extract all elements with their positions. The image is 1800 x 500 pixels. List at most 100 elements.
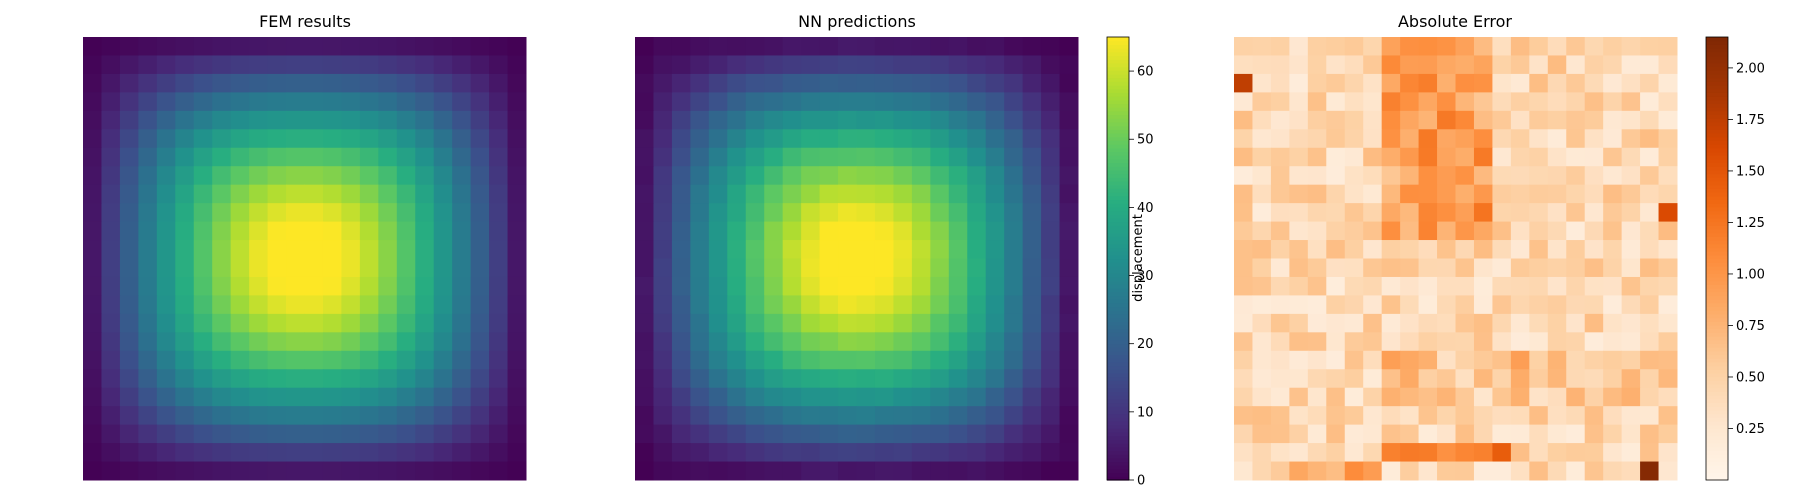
fem-cell (470, 166, 490, 186)
nn-cell (948, 203, 968, 223)
fem-cell (175, 295, 195, 315)
nn-cell (727, 443, 747, 463)
error-cell (1363, 166, 1383, 186)
nn-cell (801, 332, 821, 352)
error-cell (1492, 443, 1512, 463)
nn-cell (1004, 276, 1024, 296)
fem-cell (396, 129, 416, 149)
nn-cell (764, 37, 784, 56)
nn-cell (1059, 369, 1079, 389)
error-cell (1400, 258, 1420, 278)
nn-cell (801, 387, 821, 407)
fem-cell (101, 461, 121, 481)
nn-cell (690, 258, 710, 278)
error-cell (1492, 332, 1512, 352)
error-cell (1363, 461, 1383, 481)
error-cell (1418, 147, 1438, 167)
error-colorbar-band (1706, 121, 1728, 127)
nn-cell (893, 443, 913, 463)
nn-cell (1022, 73, 1042, 93)
nn-cell (874, 55, 894, 75)
nn-cell (653, 350, 673, 370)
error-cell (1270, 295, 1290, 315)
displacement-colorbar-tick-label: 50 (1137, 133, 1154, 148)
error-colorbar-band (1706, 129, 1728, 134)
error-cell (1418, 406, 1438, 426)
fem-cell (359, 369, 379, 389)
fem-cell (341, 166, 361, 186)
error-cell (1584, 37, 1604, 56)
error-cell (1473, 443, 1493, 463)
error-cell (1473, 37, 1493, 56)
nn-cell (671, 406, 691, 426)
error-cell (1621, 369, 1641, 389)
error-cell (1289, 129, 1309, 149)
error-cell (1603, 406, 1623, 426)
fem-cell (101, 276, 121, 296)
error-colorbar-tick-label: 1.00 (1736, 267, 1765, 282)
fem-cell (304, 276, 324, 296)
nn-cell (671, 147, 691, 167)
nn-cell (1041, 221, 1061, 241)
fem-cell (138, 147, 158, 167)
displacement-colorbar-band (1107, 439, 1129, 444)
nn-cell (727, 276, 747, 296)
error-cell (1252, 313, 1272, 333)
nn-cell (893, 387, 913, 407)
error-cell (1658, 443, 1678, 463)
nn-cell (1041, 276, 1061, 296)
displacement-colorbar-band (1107, 114, 1129, 119)
fem-cell (322, 424, 342, 444)
fem-cell (249, 258, 269, 278)
fem-cell (267, 387, 287, 407)
error-cell (1621, 37, 1641, 56)
error-cell (1566, 387, 1586, 407)
fem-cell (341, 406, 361, 426)
fem-cell (101, 258, 121, 278)
error-cell (1455, 184, 1475, 204)
error-cell (1234, 184, 1253, 204)
nn-cell (727, 92, 747, 112)
fem-cell (83, 110, 102, 130)
error-colorbar-tick-label: 2.00 (1736, 61, 1765, 76)
fem-cell (304, 369, 324, 389)
error-cell (1658, 147, 1678, 167)
error-cell (1529, 221, 1549, 241)
error-cell (1381, 295, 1401, 315)
fem-cell (304, 184, 324, 204)
error-cell (1363, 110, 1383, 130)
error-colorbar-band (1706, 372, 1728, 378)
error-cell (1344, 147, 1364, 167)
nn-cell (801, 350, 821, 370)
nn-cell (801, 73, 821, 93)
error-cell (1418, 276, 1438, 296)
fem-cell (138, 276, 158, 296)
error-cell (1418, 424, 1438, 444)
nn-cell (819, 92, 839, 112)
fem-cell (341, 92, 361, 112)
error-cell (1289, 313, 1309, 333)
fem-cell (378, 221, 398, 241)
displacement-colorbar-tick-label: 0 (1137, 474, 1145, 489)
fem-cell (507, 258, 527, 278)
error-colorbar-band (1706, 384, 1728, 389)
fem-cell (359, 166, 379, 186)
nn-cell (653, 110, 673, 130)
nn-cell (764, 166, 784, 186)
error-cell (1307, 424, 1327, 444)
error-cell (1473, 92, 1493, 112)
error-cell (1510, 203, 1530, 223)
nn-cell (838, 240, 857, 259)
displacement-colorbar-band (1107, 240, 1129, 245)
error-cell (1289, 92, 1309, 112)
nn-cell (874, 147, 894, 167)
fem-cell (286, 147, 305, 167)
nn-cell (635, 73, 654, 93)
fem-cell (119, 55, 139, 75)
nn-cell (838, 258, 857, 278)
fem-cell (101, 221, 121, 241)
nn-cell (653, 406, 673, 426)
error-cell (1566, 129, 1586, 149)
fem-cell (193, 406, 213, 426)
nn-cell (1004, 313, 1024, 333)
